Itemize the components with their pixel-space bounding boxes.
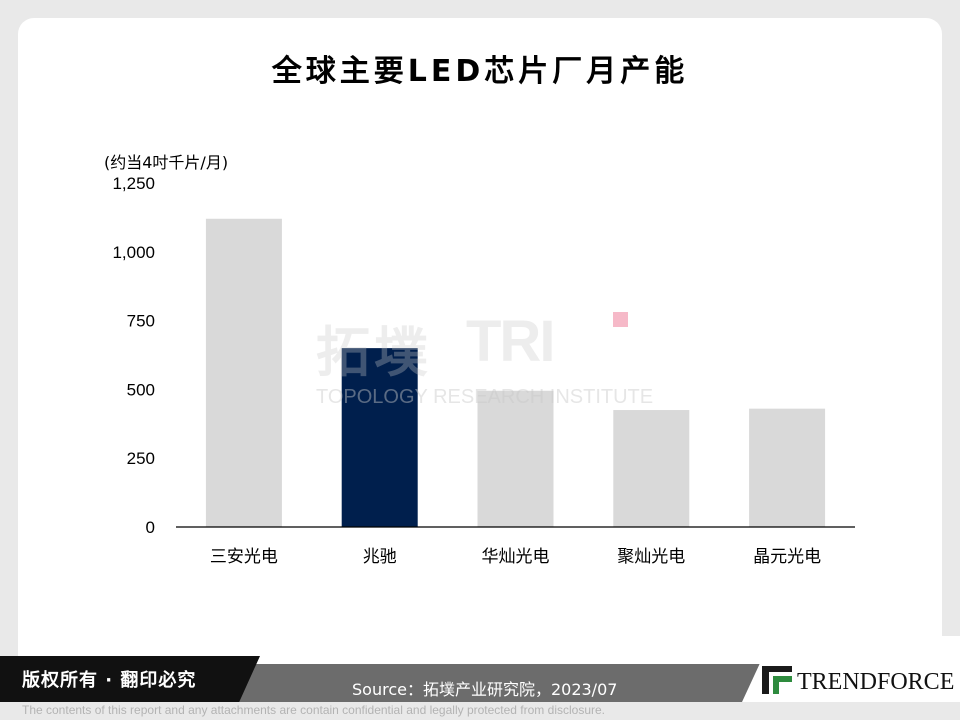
x-tick-label: 华灿光电 — [482, 547, 550, 566]
watermark-cn: 拓墣 — [316, 321, 432, 384]
x-tick-label: 聚灿光电 — [617, 547, 685, 566]
bar-1 — [341, 348, 418, 527]
copyright-banner: 版权所有 · 翻印必究 — [0, 656, 260, 702]
watermark: 拓墣 TRI TOPOLOGY RESEARCH INSTITUTE — [316, 308, 653, 416]
bar-4 — [749, 408, 826, 527]
x-ticks: 三安光电 兆驰 华灿光电 聚灿光电 晶元光电 — [210, 547, 821, 566]
y-tick-label: 0 — [146, 518, 155, 537]
y-tick-label: 1,250 — [112, 174, 155, 193]
y-tick-label: 750 — [127, 312, 155, 331]
slide-card — [18, 18, 942, 678]
y-tick-label: 1,000 — [112, 243, 155, 262]
disclaimer: The contents of this report and any atta… — [22, 703, 605, 717]
source-text: Source：拓墣产业研究院，2023/07 — [352, 680, 618, 699]
y-ticks: 0 250 500 750 1,000 1,250 — [112, 174, 155, 537]
x-tick-label: 兆驰 — [363, 547, 397, 566]
x-tick-label: 晶元光电 — [753, 547, 821, 566]
trendforce-logo-icon — [762, 666, 792, 694]
watermark-brand: TRI — [466, 309, 555, 374]
chart-title: 全球主要LED芯片厂月产能 — [271, 54, 689, 89]
decorative-marker — [613, 312, 628, 327]
watermark-en: TOPOLOGY RESEARCH INSTITUTE — [316, 386, 654, 408]
bar-2 — [477, 390, 554, 527]
y-axis-label: (约当4吋千片/月) — [104, 153, 228, 172]
bar-3 — [613, 410, 690, 527]
bar-0 — [205, 218, 282, 527]
y-tick-label: 250 — [127, 449, 155, 468]
bars — [205, 218, 826, 527]
copyright-text: 版权所有 · 翻印必究 — [22, 670, 197, 691]
trendforce-logo-text: TRENDFORCE — [797, 669, 955, 695]
x-tick-label: 三安光电 — [210, 547, 278, 566]
y-tick-label: 500 — [127, 380, 155, 399]
